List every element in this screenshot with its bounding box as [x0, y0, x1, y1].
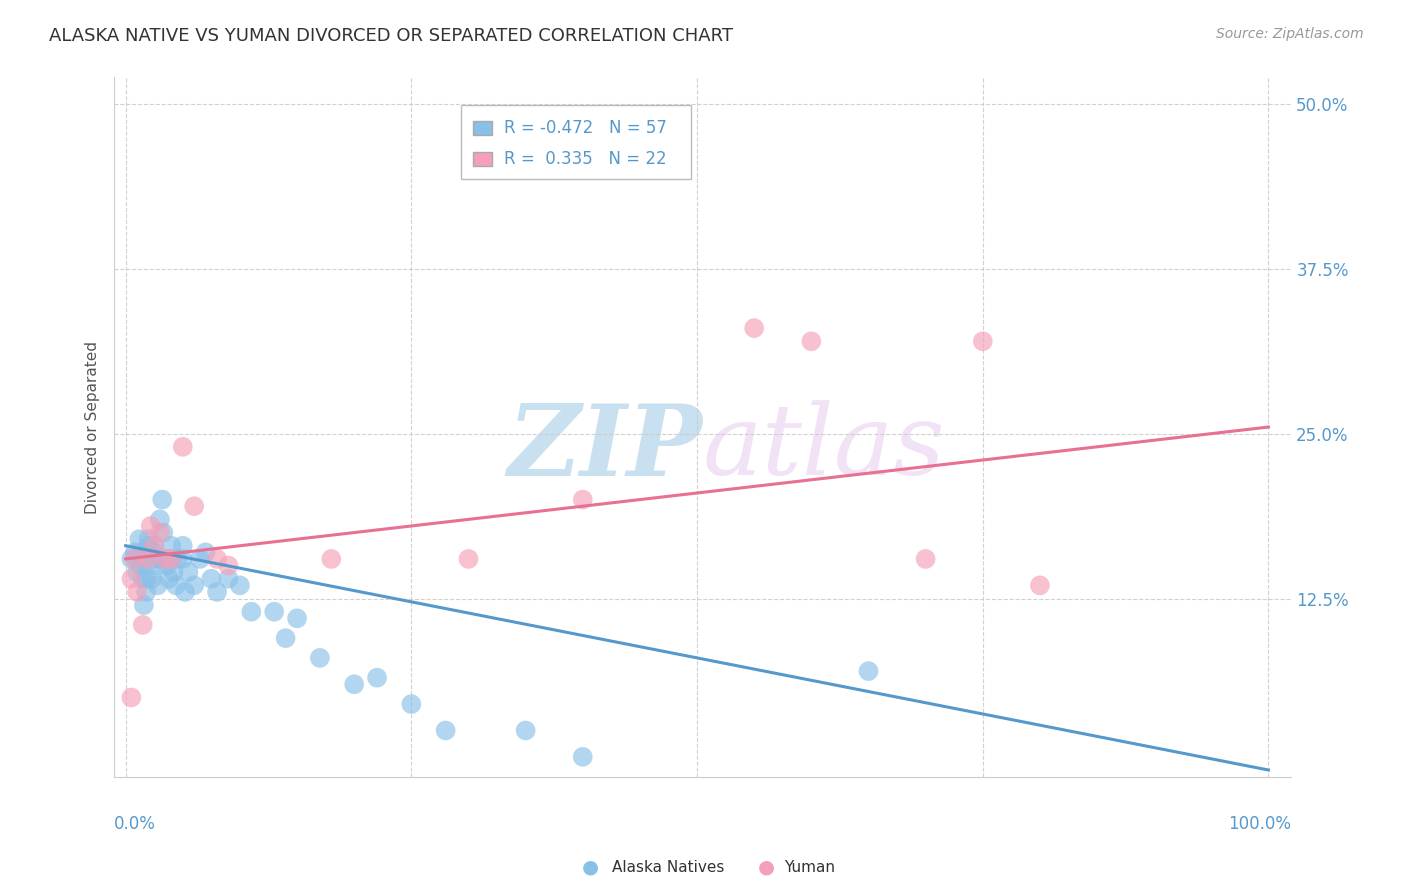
- Point: [571, 749, 593, 764]
- Point: [142, 545, 165, 559]
- Point: [138, 539, 160, 553]
- Point: [160, 552, 183, 566]
- Point: [145, 558, 167, 573]
- Point: [124, 552, 146, 566]
- Text: R = -0.472   N = 57: R = -0.472 N = 57: [503, 120, 666, 137]
- Point: [240, 605, 263, 619]
- Point: [132, 598, 155, 612]
- Point: [172, 539, 194, 553]
- Point: [160, 552, 183, 566]
- Point: [628, 123, 651, 137]
- Text: atlas: atlas: [703, 401, 945, 496]
- FancyBboxPatch shape: [474, 152, 492, 166]
- Text: ●: ●: [582, 857, 599, 877]
- Point: [200, 572, 222, 586]
- Point: [120, 572, 142, 586]
- Point: [132, 552, 155, 566]
- Point: [183, 499, 205, 513]
- Point: [366, 671, 388, 685]
- Point: [172, 552, 194, 566]
- Point: [166, 552, 188, 566]
- Point: [125, 585, 148, 599]
- Point: [149, 525, 172, 540]
- FancyBboxPatch shape: [461, 105, 690, 178]
- Point: [401, 697, 423, 711]
- Point: [321, 552, 343, 566]
- Point: [139, 552, 162, 566]
- Point: [160, 539, 183, 553]
- Point: [165, 578, 187, 592]
- Point: [120, 690, 142, 705]
- Point: [132, 618, 155, 632]
- Point: [138, 552, 160, 566]
- Point: [343, 677, 366, 691]
- Point: [515, 723, 537, 738]
- Text: 0.0%: 0.0%: [114, 815, 156, 833]
- Point: [229, 578, 252, 592]
- Point: [205, 585, 228, 599]
- Point: [141, 572, 163, 586]
- Point: [177, 565, 200, 579]
- Point: [152, 525, 174, 540]
- Text: Source: ZipAtlas.com: Source: ZipAtlas.com: [1216, 27, 1364, 41]
- Point: [132, 572, 155, 586]
- Point: [217, 572, 239, 586]
- Point: [149, 552, 172, 566]
- Point: [172, 440, 194, 454]
- Text: R =  0.335   N = 22: R = 0.335 N = 22: [503, 150, 666, 169]
- Point: [155, 552, 177, 566]
- Point: [139, 519, 162, 533]
- Text: Alaska Natives: Alaska Natives: [612, 860, 724, 874]
- Text: ZIP: ZIP: [508, 400, 703, 496]
- Point: [742, 321, 765, 335]
- Point: [205, 552, 228, 566]
- Point: [183, 578, 205, 592]
- Point: [143, 539, 166, 553]
- Point: [135, 585, 157, 599]
- Point: [217, 558, 239, 573]
- Point: [135, 572, 157, 586]
- Point: [309, 651, 332, 665]
- Point: [125, 565, 148, 579]
- Text: 100.0%: 100.0%: [1229, 815, 1291, 833]
- Point: [194, 545, 217, 559]
- Point: [138, 552, 160, 566]
- Point: [132, 545, 155, 559]
- Point: [972, 334, 994, 349]
- Point: [143, 552, 166, 566]
- Text: ●: ●: [758, 857, 775, 877]
- Point: [800, 334, 823, 349]
- Y-axis label: Divorced or Separated: Divorced or Separated: [86, 341, 100, 514]
- Point: [285, 611, 308, 625]
- Point: [263, 605, 285, 619]
- Point: [274, 631, 297, 645]
- Point: [156, 558, 179, 573]
- Point: [143, 539, 166, 553]
- Point: [162, 565, 184, 579]
- Point: [149, 512, 172, 526]
- Text: ALASKA NATIVE VS YUMAN DIVORCED OR SEPARATED CORRELATION CHART: ALASKA NATIVE VS YUMAN DIVORCED OR SEPAR…: [49, 27, 733, 45]
- Point: [150, 492, 173, 507]
- Point: [146, 578, 169, 592]
- Point: [457, 552, 479, 566]
- Point: [128, 532, 150, 546]
- Point: [129, 558, 152, 573]
- Point: [1029, 578, 1052, 592]
- Point: [434, 723, 457, 738]
- FancyBboxPatch shape: [474, 121, 492, 136]
- Point: [138, 532, 160, 546]
- Point: [155, 552, 177, 566]
- Point: [188, 552, 211, 566]
- Point: [174, 585, 197, 599]
- Point: [125, 552, 148, 566]
- Point: [124, 545, 146, 559]
- Point: [120, 552, 142, 566]
- Point: [914, 552, 936, 566]
- Point: [571, 492, 593, 507]
- Point: [858, 664, 880, 678]
- Text: Yuman: Yuman: [785, 860, 835, 874]
- Point: [157, 572, 180, 586]
